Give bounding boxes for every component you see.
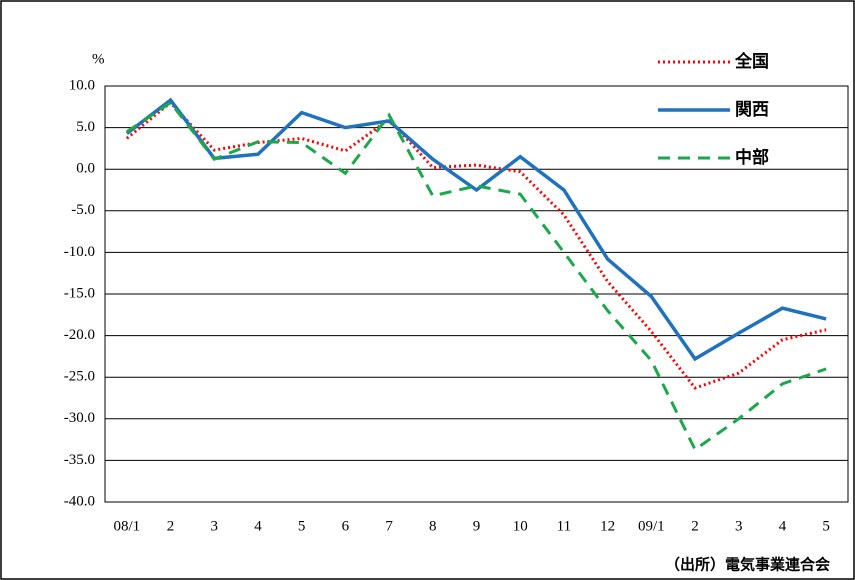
source: （出所）電気事業連合会 (665, 556, 830, 574)
series-line (126, 100, 827, 452)
y-tick-label: -35.0 (64, 452, 95, 468)
y-tick-label: 10.0 (69, 77, 95, 93)
x-tick-label: 2 (691, 518, 699, 534)
x-tick-label: 5 (822, 518, 830, 534)
y-tick-label: -30.0 (64, 410, 95, 426)
x-tick-label: 10 (513, 518, 528, 534)
x-tick-label: 5 (298, 518, 306, 534)
plot-border (104, 85, 849, 503)
x-tick-label: 08/1 (114, 518, 141, 534)
x-tick-label: 9 (473, 518, 481, 534)
x-tick-label: 4 (779, 518, 787, 534)
x-tick-label: 3 (211, 518, 219, 534)
y-tick-label: 5.0 (76, 119, 95, 135)
x-tick-label: 09/1 (638, 518, 665, 534)
y-axis-label: % (92, 51, 105, 67)
x-tick-label: 12 (600, 518, 615, 534)
series-line (125, 97, 827, 362)
y-tick-label: -40.0 (64, 493, 95, 509)
x-tick-label: 6 (342, 518, 350, 534)
x-tick-label: 8 (429, 518, 437, 534)
y-tick-label: 0.0 (76, 161, 95, 177)
y-tick-label: -25.0 (64, 369, 95, 385)
legend-label: 中部 (735, 147, 769, 168)
x-tick-label: 4 (254, 518, 262, 534)
x-tick-label: 3 (735, 518, 743, 534)
series-line (125, 100, 827, 390)
y-tick-label: -10.0 (64, 244, 95, 260)
x-tick-label: 11 (557, 518, 571, 534)
x-tick-label: 2 (167, 518, 175, 534)
x-tick-label: 7 (385, 518, 393, 534)
y-tick-label: -20.0 (64, 327, 95, 343)
legend-label: 関西 (735, 100, 769, 120)
legend-label: 全国 (734, 51, 769, 72)
y-tick-label: -5.0 (71, 202, 95, 218)
y-tick-label: -15.0 (64, 285, 95, 301)
